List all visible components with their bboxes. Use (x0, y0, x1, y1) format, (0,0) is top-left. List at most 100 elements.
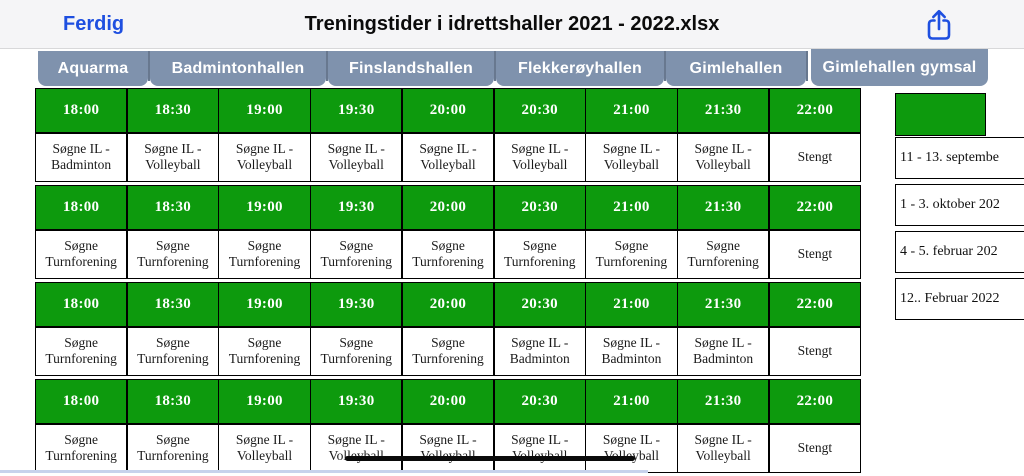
time-header-cell[interactable]: 19:30 (311, 283, 402, 326)
activity-cell[interactable]: Søgne Turnforening (36, 424, 127, 472)
activity-cell[interactable]: Stengt (769, 230, 860, 278)
activity-cell[interactable]: Søgne Turnforening (36, 230, 127, 278)
time-header-cell[interactable]: 18:00 (36, 380, 127, 423)
top-navigation-bar: Ferdig Treningstider i idrettshaller 202… (0, 0, 1024, 49)
strikethrough-annotation (345, 456, 635, 461)
document-title: Treningstider i idrettshaller 2021 - 202… (304, 12, 720, 35)
date-cell[interactable]: 11 - 13. septembe (895, 137, 1024, 179)
activity-cell[interactable]: Søgne Turnforening (494, 230, 585, 278)
time-header-cell[interactable]: 20:00 (402, 380, 494, 423)
tab-separator (148, 51, 150, 81)
time-header-cell[interactable]: 22:00 (769, 186, 860, 229)
activity-cell[interactable]: Søgne IL - Badminton (36, 133, 127, 181)
time-header-cell[interactable]: 20:30 (494, 283, 585, 326)
tab-gimlehallen-gymsal[interactable]: Gimlehallen gymsal (811, 49, 988, 86)
time-header-cell[interactable]: 21:00 (586, 283, 677, 326)
tab-separator (806, 51, 808, 81)
dates-column: 11 - 13. septembe 1 - 3. oktober 202 4 - 5… (895, 93, 1024, 320)
time-header-cell[interactable]: 19:00 (219, 186, 310, 229)
activity-cell[interactable]: Søgne IL - Volleyball (678, 424, 769, 472)
activity-cell[interactable]: Stengt (769, 133, 860, 181)
schedule-block-1: 18:00 18:30 19:00 19:30 20:00 20:30 21:00 21:30… (35, 88, 861, 182)
activity-cell[interactable]: Søgne IL - Volleyball (494, 133, 585, 181)
activity-cell[interactable]: Søgne IL - Volleyball (311, 424, 402, 472)
time-header-cell[interactable]: 20:30 (494, 380, 585, 423)
activity-cell[interactable]: Søgne Turnforening (678, 230, 769, 278)
activity-cell[interactable]: Søgne Turnforening (311, 327, 402, 375)
activity-cell[interactable]: Søgne Turnforening (219, 230, 310, 278)
sidebar-header-cell[interactable] (895, 93, 986, 136)
time-header-cell[interactable]: 21:30 (678, 380, 769, 423)
activity-cell[interactable]: Søgne Turnforening (402, 230, 494, 278)
date-cell[interactable]: 4 - 5. februar 202 (895, 231, 1024, 273)
tab-badmintonhallen[interactable]: Badmintonhallen (150, 51, 326, 86)
time-header-cell[interactable]: 20:30 (494, 186, 585, 229)
time-header-cell[interactable]: 22:00 (769, 283, 860, 326)
time-header-cell[interactable]: 19:30 (311, 89, 402, 132)
activity-cell[interactable]: Søgne IL - Volleyball (219, 133, 310, 181)
activity-cell[interactable]: Søgne Turnforening (311, 230, 402, 278)
time-header-cell[interactable]: 18:00 (36, 89, 127, 132)
activity-cell[interactable]: Søgne IL - Volleyball (586, 424, 677, 472)
date-cell[interactable]: 1 - 3. oktober 202 (895, 184, 1024, 226)
sheet-tab-bar: Aquarma Badmintonhallen Finslandshallen Fle… (0, 49, 1024, 86)
activity-cell[interactable]: Søgne Turnforening (402, 327, 494, 375)
activity-cell[interactable]: Søgne IL - Volleyball (586, 133, 677, 181)
activity-cell[interactable]: Søgne IL - Volleyball (678, 133, 769, 181)
activity-cell[interactable]: Søgne IL - Badminton (678, 327, 769, 375)
time-header-cell[interactable]: 18:00 (36, 186, 127, 229)
activity-cell[interactable]: Søgne Turnforening (127, 230, 218, 278)
time-header-cell[interactable]: 20:00 (402, 186, 494, 229)
time-header-cell[interactable]: 19:00 (219, 89, 310, 132)
activity-cell[interactable]: Stengt (769, 424, 860, 472)
tab-finslandshallen[interactable]: Finslandshallen (328, 51, 494, 86)
time-header-cell[interactable]: 21:00 (586, 380, 677, 423)
time-header-cell[interactable]: 22:00 (769, 380, 860, 423)
activity-cell[interactable]: Søgne IL - Volleyball (402, 424, 494, 472)
tab-separator (494, 51, 496, 81)
time-header-cell[interactable]: 19:00 (219, 283, 310, 326)
time-header-cell[interactable]: 18:30 (127, 380, 218, 423)
schedule-block-2: 18:00 18:30 19:00 19:30 20:00 20:30 21:00 21:30… (35, 185, 861, 279)
activity-cell[interactable]: Søgne IL - Volleyball (311, 133, 402, 181)
tab-separator (326, 51, 328, 81)
activity-cell[interactable]: Søgne Turnforening (586, 230, 677, 278)
time-header-cell[interactable]: 21:30 (678, 186, 769, 229)
activity-cell[interactable]: Søgne IL - Volleyball (402, 133, 494, 181)
time-header-cell[interactable]: 18:30 (127, 89, 218, 132)
share-button[interactable] (924, 8, 954, 42)
time-header-cell[interactable]: 21:30 (678, 89, 769, 132)
tab-aquarma[interactable]: Aquarma (38, 51, 148, 86)
share-up-arrow-icon (927, 9, 951, 40)
activity-cell[interactable]: Stengt (769, 327, 860, 375)
done-button[interactable]: Ferdig (63, 12, 125, 35)
time-header-cell[interactable]: 18:00 (36, 283, 127, 326)
bottom-scroll-indicator (0, 469, 648, 473)
activity-cell[interactable]: Søgne IL - Badminton (586, 327, 677, 375)
activity-cell[interactable]: Søgne IL - Badminton (494, 327, 585, 375)
activity-cell[interactable]: Søgne Turnforening (36, 327, 127, 375)
time-header-cell[interactable]: 21:00 (586, 89, 677, 132)
time-header-cell[interactable]: 18:30 (127, 186, 218, 229)
time-header-cell[interactable]: 20:00 (402, 283, 494, 326)
time-header-cell[interactable]: 21:00 (586, 186, 677, 229)
time-header-cell[interactable]: 20:30 (494, 89, 585, 132)
time-header-cell[interactable]: 19:30 (311, 380, 402, 423)
activity-cell[interactable]: Søgne Turnforening (127, 327, 218, 375)
activity-cell[interactable]: Søgne IL - Volleyball (494, 424, 585, 472)
time-header-cell[interactable]: 19:30 (311, 186, 402, 229)
time-header-cell[interactable]: 19:00 (219, 380, 310, 423)
activity-cell[interactable]: Søgne IL - Volleyball (127, 133, 218, 181)
time-header-cell[interactable]: 21:30 (678, 283, 769, 326)
activity-cell[interactable]: Søgne Turnforening (219, 327, 310, 375)
date-cell[interactable]: 12.. Februar 2022 (895, 278, 1024, 320)
tab-gimlehallen[interactable]: Gimlehallen (666, 51, 806, 86)
time-header-cell[interactable]: 20:00 (402, 89, 494, 132)
training-schedule-table: 18:00 18:30 19:00 19:30 20:00 20:30 21:00 21:30… (35, 88, 861, 476)
tab-flekkerøyhallen[interactable]: Flekkerøyhallen (496, 51, 664, 86)
time-header-cell[interactable]: 22:00 (769, 89, 860, 132)
activity-cell[interactable]: Søgne IL - Volleyball (219, 424, 310, 472)
tab-separator (664, 51, 666, 81)
activity-cell[interactable]: Søgne Turnforening (127, 424, 218, 472)
time-header-cell[interactable]: 18:30 (127, 283, 218, 326)
